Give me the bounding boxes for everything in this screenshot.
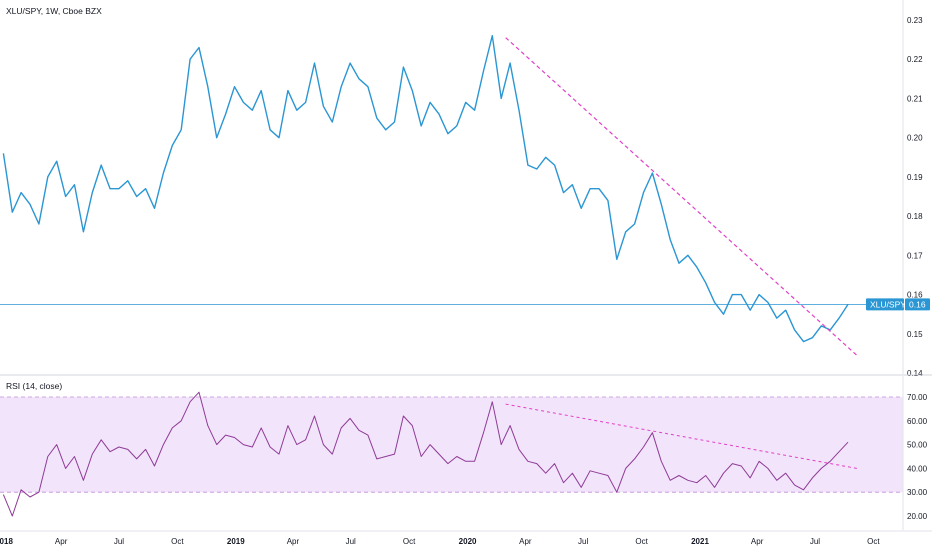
- price-trendline: [505, 37, 858, 356]
- x-tick: 2021: [691, 537, 709, 546]
- rsi-pane: 70.00 60.00 50.00 40.00 30.00 20.00 RSI (14, …: [0, 376, 928, 530]
- price-y-tick: 0.19: [907, 173, 923, 182]
- rsi-band: [0, 397, 903, 493]
- symbol-badge: [866, 298, 904, 311]
- rsi-y-tick: 40.00: [907, 464, 928, 473]
- x-tick: Jul: [346, 537, 356, 546]
- price-y-tick: 0.16: [907, 291, 923, 300]
- price-y-axis: 0.23 0.22 0.21 0.20 0.19 0.18 0.17 0.16 0.15 0.14: [907, 16, 923, 378]
- time-axis: 2018 Apr Jul Oct 2019 Apr Jul Oct 2020 Apr Jul Oct 2…: [0, 537, 880, 546]
- rsi-y-tick: 20.00: [907, 512, 928, 521]
- rsi-y-tick: 60.00: [907, 417, 928, 426]
- price-y-tick: 0.23: [907, 16, 923, 25]
- rsi-y-axis: 70.00 60.00 50.00 40.00 30.00 20.00: [907, 393, 928, 521]
- symbol-badge-label: XLU/SPY: [870, 299, 906, 309]
- x-tick: Oct: [867, 537, 880, 546]
- last-value-badge: [905, 298, 930, 311]
- x-tick: 2020: [459, 537, 477, 546]
- x-tick: Oct: [635, 537, 648, 546]
- price-pane: 0.23 0.22 0.21 0.20 0.19 0.18 0.17 0.16 0.15 0.14…: [0, 0, 930, 378]
- x-tick: Apr: [751, 537, 764, 546]
- rsi-y-tick: 50.00: [907, 441, 928, 450]
- x-tick: 2018: [0, 537, 13, 546]
- x-tick: Apr: [55, 537, 68, 546]
- x-tick: Oct: [171, 537, 184, 546]
- x-tick: Jul: [114, 537, 124, 546]
- price-y-tick: 0.20: [907, 134, 923, 143]
- rsi-series-line: [2, 391, 849, 517]
- x-tick: Apr: [519, 537, 532, 546]
- last-value-label: 0.16: [909, 299, 926, 309]
- price-y-tick: 0.22: [907, 55, 923, 64]
- x-tick: Apr: [287, 537, 300, 546]
- price-y-tick: 0.14: [907, 369, 923, 378]
- rsi-title: RSI (14, close): [6, 381, 62, 391]
- x-tick: Jul: [810, 537, 820, 546]
- rsi-y-tick: 70.00: [907, 393, 928, 402]
- rsi-y-tick: 30.00: [907, 488, 928, 497]
- x-tick: Oct: [403, 537, 416, 546]
- price-y-tick: 0.15: [907, 330, 923, 339]
- price-series-line: [2, 35, 849, 343]
- price-y-tick: 0.17: [907, 251, 923, 260]
- chart-title: XLU/SPY, 1W, Cboe BZX: [6, 6, 102, 16]
- x-tick: 2019: [227, 537, 245, 546]
- x-tick: Jul: [578, 537, 588, 546]
- price-y-tick: 0.18: [907, 212, 923, 221]
- last-value-badges: XLU/SPY 0.16: [866, 298, 930, 311]
- price-y-tick: 0.21: [907, 94, 923, 103]
